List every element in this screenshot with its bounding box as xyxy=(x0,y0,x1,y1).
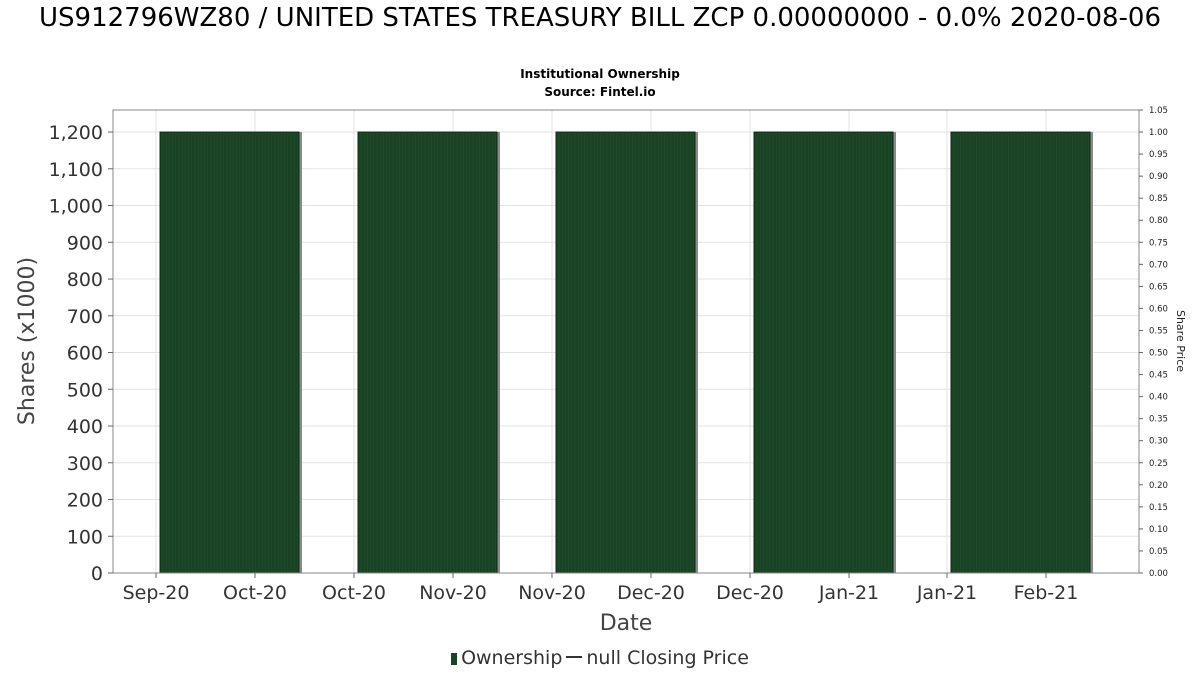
x-axis: Sep-20 Oct-20 Oct-20 Nov-20 Nov-20 Dec-20 Dec-… xyxy=(123,573,1079,604)
bar-ownership-4 xyxy=(950,131,1091,574)
y2-tick-label-7: 0.35 xyxy=(1149,415,1168,425)
y2-tick-label-5: 0.25 xyxy=(1149,459,1168,469)
x-tick-label-1: Oct-20 xyxy=(223,582,287,604)
chart-source: Source: Fintel.io xyxy=(544,85,656,99)
y-tick-label-1: 100 xyxy=(67,526,103,548)
x-tick-label-8: Jan-21 xyxy=(916,582,977,604)
y-tick-label-6: 600 xyxy=(67,343,103,365)
bar-ownership-0 xyxy=(159,131,300,574)
chart-title: US912796WZ80 / UNITED STATES TREASURY BI… xyxy=(39,3,1161,33)
y2-tick-label-15: 0.75 xyxy=(1149,238,1168,248)
y2-tick-label-21: 1.05 xyxy=(1149,106,1168,116)
y-tick-label-12: 1,200 xyxy=(49,122,103,144)
x-tick-label-3: Nov-20 xyxy=(419,582,487,604)
y2-tick-label-14: 0.70 xyxy=(1149,260,1168,270)
y-tick-label-11: 1,100 xyxy=(49,159,103,181)
y2-tick-label-11: 0.55 xyxy=(1149,326,1168,336)
x-tick-label-6: Dec-20 xyxy=(716,582,784,604)
y2-tick-label-0: 0.00 xyxy=(1149,569,1168,579)
y2-tick-label-10: 0.50 xyxy=(1149,349,1168,359)
legend-price-line xyxy=(566,656,583,658)
legend-ownership-swatch xyxy=(451,653,458,665)
legend-ownership-label: Ownership xyxy=(461,647,563,669)
x-tick-label-9: Feb-21 xyxy=(1014,582,1079,604)
y2-tick-label-20: 1.00 xyxy=(1149,128,1168,138)
x-axis-label: Date xyxy=(600,611,653,636)
y2-tick-label-2: 0.10 xyxy=(1149,525,1168,535)
y-tick-label-4: 400 xyxy=(67,416,103,438)
y2-tick-label-13: 0.65 xyxy=(1149,282,1168,292)
y2-tick-label-16: 0.80 xyxy=(1149,216,1168,226)
y2-tick-label-18: 0.90 xyxy=(1149,172,1168,182)
y2-tick-label-9: 0.45 xyxy=(1149,371,1168,381)
x-tick-label-5: Dec-20 xyxy=(617,582,685,604)
y-tick-label-7: 700 xyxy=(67,306,103,328)
y2-tick-label-4: 0.20 xyxy=(1149,481,1168,491)
y2-axis-label: Share Price xyxy=(1174,310,1187,372)
y2-tick-label-19: 0.95 xyxy=(1149,150,1168,160)
y-tick-label-8: 800 xyxy=(67,269,103,291)
chart-subtitle: Institutional Ownership xyxy=(520,67,680,81)
y-tick-label-2: 200 xyxy=(67,490,103,512)
y2-tick-label-6: 0.30 xyxy=(1149,437,1168,447)
plot-frame xyxy=(112,109,1140,574)
y-tick-label-3: 300 xyxy=(67,453,103,475)
y2-tick-label-17: 0.85 xyxy=(1149,194,1168,204)
y-tick-label-9: 900 xyxy=(67,232,103,254)
y-tick-label-10: 1,000 xyxy=(49,196,103,218)
y-tick-label-5: 500 xyxy=(67,379,103,401)
x-tick-label-2: Oct-20 xyxy=(322,582,386,604)
x-tick-label-7: Jan-21 xyxy=(818,582,879,604)
legend-price-label: null Closing Price xyxy=(586,647,749,669)
y2-tick-label-3: 0.15 xyxy=(1149,503,1168,513)
bar-ownership-3 xyxy=(753,131,894,574)
y-tick-label-0: 0 xyxy=(91,563,103,585)
y2-tick-label-12: 0.60 xyxy=(1149,304,1168,314)
x-tick-label-0: Sep-20 xyxy=(123,582,190,604)
y2-tick-label-1: 0.05 xyxy=(1149,547,1168,557)
bars xyxy=(159,131,1093,574)
legend: Ownership null Closing Price xyxy=(0,647,1200,669)
x-tick-label-4: Nov-20 xyxy=(518,582,586,604)
bar-ownership-1 xyxy=(357,131,498,574)
y-axis: 0 100 200 300 400 500 600 700 800 900 1,000 1,100 1,… xyxy=(49,122,113,585)
bar-ownership-2 xyxy=(555,131,696,574)
y2-tick-label-8: 0.40 xyxy=(1149,393,1168,403)
y2-axis: 0.00 0.05 0.10 0.15 0.20 0.25 0.30 0.35 0.40 0.45… xyxy=(1139,106,1168,579)
y-axis-label: Shares (x1000) xyxy=(15,257,40,425)
